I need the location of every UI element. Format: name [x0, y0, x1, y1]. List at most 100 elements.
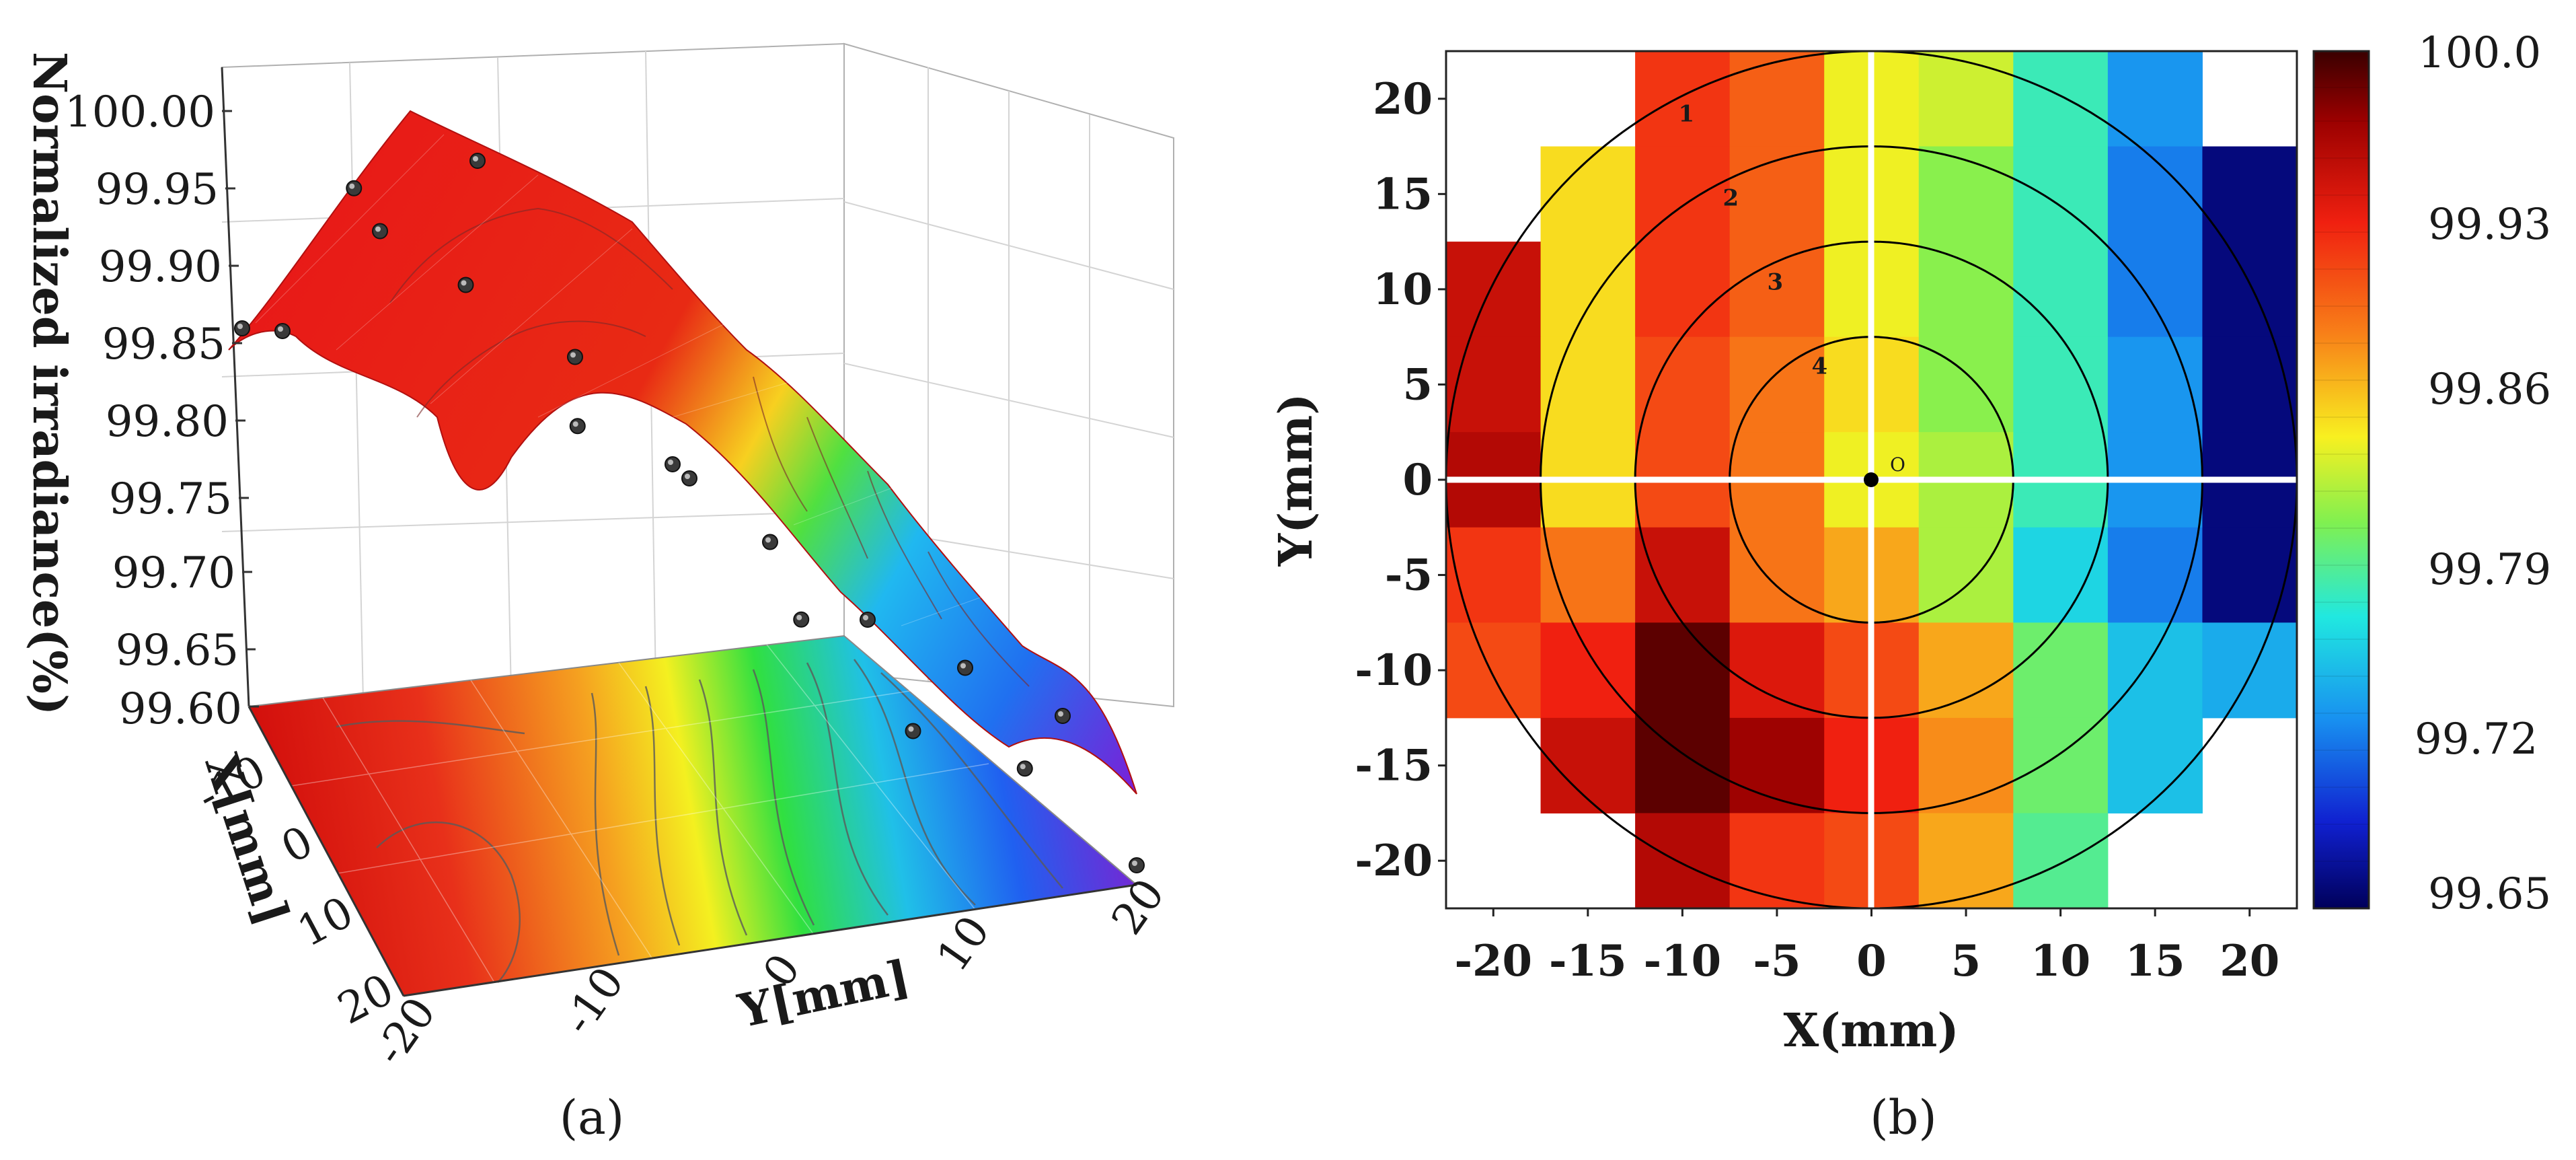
measurement-point	[567, 349, 583, 365]
ring-label: 3	[1768, 269, 1784, 296]
heatmap-cell	[2202, 242, 2298, 338]
measurement-point-highlight	[960, 663, 966, 669]
z-tick-label: 99.65	[116, 626, 239, 676]
measurement-point-highlight	[863, 615, 868, 620]
x-tick-label: -15	[1549, 936, 1627, 986]
y-tick-label: 15	[1373, 169, 1433, 219]
measurement-point	[793, 611, 810, 628]
heatmap-cell	[2202, 527, 2298, 623]
panel-a: 100.00 99.95 99.90 99.85 99.80 99.75 99.…	[22, 42, 1174, 1145]
colorbar-bands	[2314, 87, 2369, 862]
x-tick-label: 10	[2031, 936, 2090, 986]
heatmap-cell	[1635, 622, 1731, 719]
ring-label: 2	[1723, 185, 1739, 212]
z-axis-line	[221, 67, 250, 707]
heatmap-cell	[1918, 146, 2014, 242]
y-axis-ticks: 20 15 10 5 0 -5 -10 -15 -20	[1355, 74, 1446, 886]
x-tick-label: 15	[2125, 936, 2185, 986]
x-tick-label: 20	[2220, 936, 2279, 986]
x-tick-label: 5	[1951, 936, 1981, 986]
z-axis-ticks: 100.00 99.95 99.90 99.85 99.80 99.75 99.…	[65, 87, 259, 734]
measurement-point-highlight	[765, 537, 771, 543]
heatmap-cell	[1540, 336, 1636, 433]
colorbar-tick-label: 99.65	[2428, 869, 2551, 919]
heatmap-cell	[1729, 717, 1825, 813]
origin-point	[1864, 472, 1879, 487]
heatmap-cell	[1540, 622, 1636, 719]
y-tick-label: -15	[1355, 741, 1433, 791]
measurement-point-highlight	[237, 324, 243, 329]
colorbar-tick-label: 99.93	[2428, 200, 2551, 250]
measurement-point	[1055, 708, 1071, 724]
heatmap-cell	[1446, 336, 1542, 433]
panel-a-label: (a)	[560, 1090, 624, 1145]
heatmap-cell	[2107, 717, 2203, 813]
heatmap-cell	[1540, 717, 1636, 813]
heatmap-cell	[2013, 146, 2109, 242]
measurement-point	[681, 470, 697, 486]
heatmap-cell	[1635, 242, 1731, 338]
z-tick-label: 99.85	[102, 320, 225, 369]
heatmap-cell	[2107, 242, 2203, 338]
measurement-point-highlight	[461, 280, 467, 286]
z-tick-label: 99.95	[96, 165, 219, 215]
panel-b: O 1 2 3 4 -20 -15 -10 -5 0 5 10 15 20 20 15 10 5 0 -5 -10…	[1269, 28, 2551, 1145]
heatmap-cell	[2107, 51, 2203, 147]
measurement-point-highlight	[570, 352, 576, 358]
x-axis-ticks: -20 -15 -10 -5 0 5 10 15 20	[1454, 908, 2279, 986]
heatmap-cell	[2107, 336, 2203, 433]
measurement-point	[569, 418, 586, 435]
measurement-point	[762, 534, 778, 550]
heatmap-cell	[1540, 146, 1636, 242]
y-tick-label: -10	[1355, 645, 1433, 696]
measurement-point	[346, 180, 363, 196]
surface-mesh	[255, 134, 996, 626]
measurement-point-highlight	[685, 474, 690, 479]
measurement-point-highlight	[1132, 861, 1137, 866]
measurement-point	[372, 223, 388, 240]
measurement-point	[1016, 760, 1033, 777]
measurement-point	[457, 277, 474, 293]
y-tick-label: 10	[927, 907, 999, 980]
heatmap-cell	[1729, 51, 1825, 147]
measurement-point-highlight	[349, 183, 355, 189]
z-tick-label: 99.60	[119, 684, 242, 734]
colorbar-tick-label: 99.72	[2415, 715, 2538, 764]
x-axis-title: X(mm)	[1783, 1004, 1959, 1058]
heatmap-cell	[2013, 527, 2109, 623]
x-tick-label: -20	[1454, 936, 1532, 986]
heatmap-cell	[1540, 242, 1636, 338]
z-tick-label: 99.70	[112, 548, 235, 598]
surface-points	[234, 153, 1145, 873]
heatmap-cell	[1446, 527, 1542, 623]
measurement-point	[469, 153, 486, 169]
measurement-point	[905, 723, 921, 739]
y-tick-label: 0	[1402, 455, 1433, 505]
z-tick-label: 99.90	[99, 242, 222, 292]
y-axis-line	[403, 883, 1137, 997]
colorbar	[2312, 50, 2370, 910]
y-tick-label: -5	[1385, 550, 1433, 601]
heatmap-cell	[2013, 717, 2109, 813]
heatmap-cell	[2202, 622, 2298, 719]
heatmap-cell	[1918, 813, 2014, 909]
heatmap-cell	[1635, 146, 1731, 242]
colorbar-tick-label: 99.79	[2428, 545, 2551, 595]
heatmap-cell	[2013, 622, 2109, 719]
heatmap-cell	[2202, 146, 2298, 242]
heatmap-cell	[2013, 51, 2109, 147]
origin-label: O	[1890, 454, 1905, 476]
measurement-point-highlight	[1020, 764, 1026, 770]
panel-b-label: (b)	[1870, 1090, 1936, 1145]
measurement-point	[274, 323, 291, 339]
heatmap-cell	[1918, 717, 2014, 813]
measurement-point-highlight	[572, 421, 578, 427]
measurement-point-highlight	[1058, 711, 1063, 717]
heatmap-cell	[1446, 242, 1542, 338]
heatmap-cell	[2107, 146, 2203, 242]
heatmap-cell	[1635, 51, 1731, 147]
heatmap-cell	[1918, 51, 2014, 147]
ring-label: 4	[1812, 353, 1828, 380]
heatmap-cell	[1729, 813, 1825, 909]
